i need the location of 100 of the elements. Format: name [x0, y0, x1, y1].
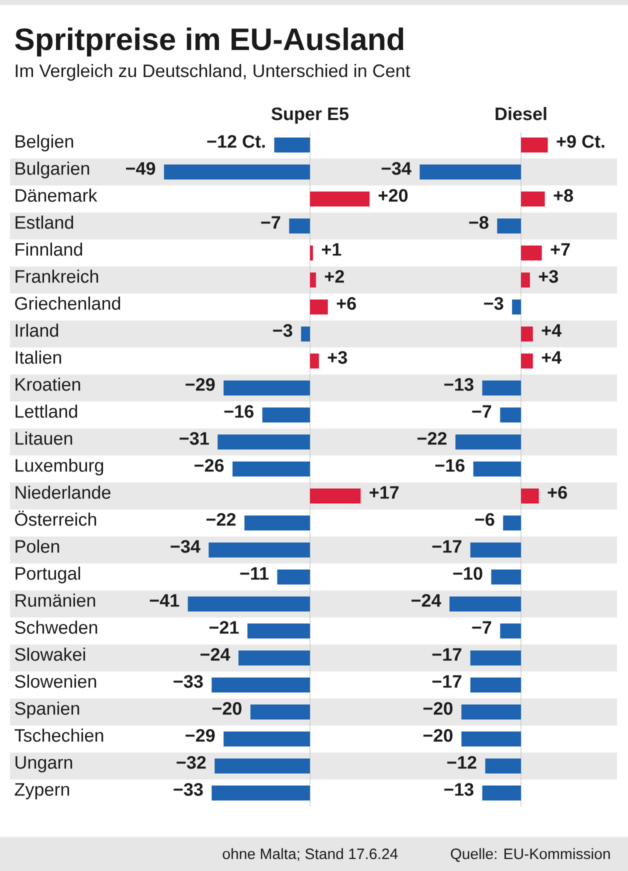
data-label: −32: [176, 756, 206, 769]
data-label: −21: [209, 621, 239, 634]
bar: [503, 516, 521, 531]
bar: [250, 704, 310, 720]
series-label: Diesel: [496, 106, 546, 120]
data-label: −17: [432, 540, 462, 553]
bar: [520, 246, 542, 261]
data-label: +20: [378, 189, 408, 202]
data-label: −29: [186, 378, 215, 391]
bar: [310, 488, 361, 504]
y-tick-label: Finnland: [16, 242, 82, 256]
bar: [520, 138, 548, 153]
data-label: −7: [472, 621, 492, 634]
data-label: −33: [174, 783, 203, 796]
y-tick-label: Niederlande: [16, 486, 110, 499]
data-label: +2: [324, 270, 344, 283]
data-label: −20: [423, 729, 452, 742]
y-tick-label: Rumänien: [16, 594, 96, 607]
bar: [473, 462, 521, 477]
data-label: −33: [174, 675, 203, 688]
y-tick-label: Kroatien: [16, 378, 80, 391]
bar: [247, 624, 310, 639]
data-label: −26: [194, 459, 224, 472]
data-label: −49: [126, 162, 156, 175]
data-label: −12 Ct.: [207, 135, 265, 148]
y-tick-label: Ungarn: [16, 756, 72, 772]
bar: [262, 408, 310, 423]
data-label: +3: [328, 351, 348, 364]
y-tick-label: Schweden: [15, 620, 98, 634]
chart-title: Spritpreise im EU-Ausland: [15, 28, 404, 56]
y-tick-label: Zypern: [14, 783, 70, 800]
y-tick-label: Italien: [16, 350, 62, 364]
bar: [520, 192, 545, 207]
bar: [301, 326, 310, 342]
bar: [461, 732, 521, 747]
bar: [420, 164, 521, 180]
data-label: +1: [322, 243, 342, 256]
data-label: −7: [261, 216, 280, 229]
data-label: −24: [411, 594, 442, 607]
data-label: +4: [542, 351, 562, 364]
bar: [520, 272, 530, 288]
bar: [310, 354, 319, 369]
bar: [520, 488, 539, 504]
y-tick-label: Estland: [16, 216, 74, 229]
data-label: −8: [469, 216, 488, 229]
bar: [164, 164, 310, 180]
bar: [497, 218, 521, 234]
data-label: −16: [224, 405, 254, 418]
y-tick-label: Dänemark: [16, 188, 98, 202]
y-tick-label: Spanien: [15, 702, 80, 718]
bar: [461, 704, 521, 720]
data-label: −31: [180, 432, 209, 445]
bar: [212, 786, 310, 801]
data-label: −17: [432, 675, 462, 688]
data-label: −22: [206, 513, 236, 526]
y-tick-label: Slowakei: [15, 648, 86, 661]
bar: [482, 786, 521, 801]
data-label: −20: [212, 702, 242, 715]
data-label: −6: [475, 513, 494, 526]
data-label: −11: [240, 567, 269, 580]
bar: [214, 758, 310, 774]
bar: [224, 380, 310, 396]
data-label: +9 Ct.: [556, 135, 604, 148]
data-label: −3: [273, 324, 292, 337]
y-tick-label: Irland: [16, 324, 58, 337]
data-label: −13: [444, 783, 474, 796]
bar: [310, 246, 313, 261]
data-label: +6: [548, 486, 567, 499]
bar: [277, 570, 310, 585]
y-tick-label: Bulgarien: [16, 162, 90, 178]
y-tick-label: Lettland: [16, 404, 78, 418]
data-label: −17: [432, 648, 462, 661]
bar: [455, 434, 521, 450]
bar: [482, 380, 521, 396]
bar: [244, 516, 310, 531]
y-tick-label: Griechenland: [15, 296, 120, 310]
bar: [238, 650, 310, 666]
y-tick-label: Österreich: [15, 510, 96, 526]
bar: [491, 570, 521, 585]
data-label: −34: [382, 162, 412, 175]
bar: [500, 624, 521, 639]
bar: [212, 678, 310, 693]
y-tick-label: Slowenien: [15, 674, 96, 688]
chart-subtitle: Im Vergleich zu Deutschland, Unterschied in Cent: [16, 64, 410, 81]
bar: [310, 272, 316, 288]
y-tick-label: Tschechien: [14, 728, 104, 742]
data-label: −24: [200, 648, 230, 661]
data-label: +4: [542, 324, 562, 337]
bar: [449, 596, 521, 612]
data-label: −34: [170, 540, 200, 553]
bar: [470, 650, 521, 666]
y-tick-label: Polen: [16, 540, 60, 553]
bar: [274, 138, 310, 153]
data-label: −16: [435, 459, 464, 472]
bar: [310, 192, 370, 207]
bar: [512, 300, 521, 315]
y-tick-label: Luxemburg: [16, 458, 104, 476]
data-label: −13: [444, 378, 474, 391]
bar: [208, 542, 310, 558]
series-label: Super E5: [271, 107, 348, 124]
